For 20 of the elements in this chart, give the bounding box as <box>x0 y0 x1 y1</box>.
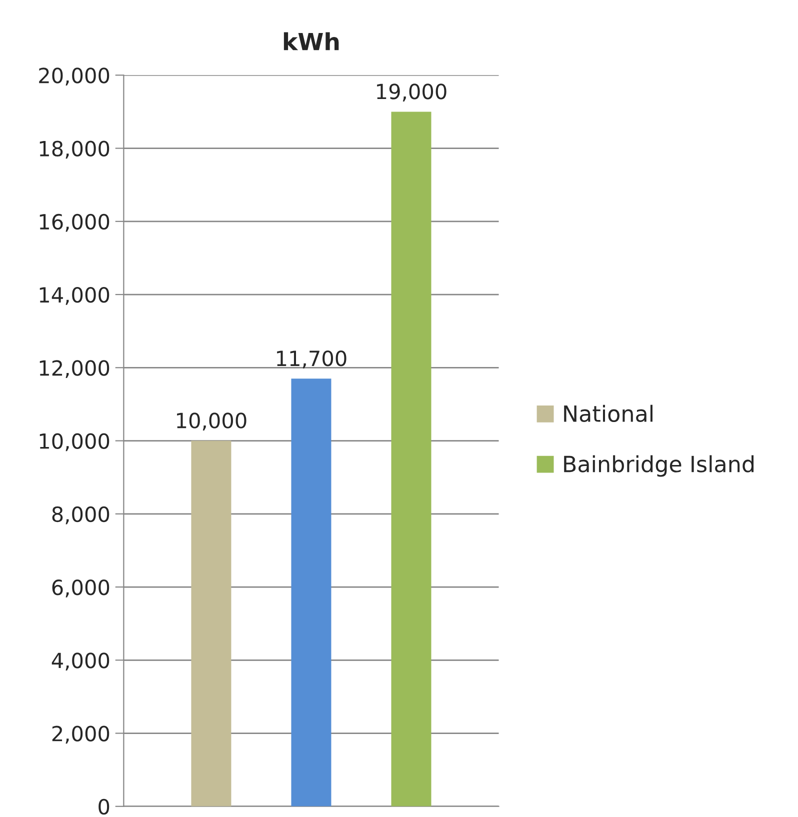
y-tick-label: 20,000 <box>39 68 110 86</box>
chart-title: kWh <box>284 32 339 50</box>
y-tick-label: 12,000 <box>40 360 110 378</box>
y-tick-label: 2,000 <box>52 726 110 744</box>
y-tick-label: 14,000 <box>40 286 110 305</box>
y-tick-label: 4,000 <box>52 652 110 670</box>
y-tick-label: 6,000 <box>52 579 110 598</box>
y-tick-label: 10,000 <box>40 433 110 452</box>
bar <box>391 112 432 806</box>
y-tick-label: 0 <box>98 798 110 815</box>
bar <box>291 378 332 806</box>
y-tick-label: 8,000 <box>52 506 110 524</box>
legend-label: Bainbridge Island <box>564 455 754 477</box>
data-label: 10,000 <box>177 412 246 431</box>
y-tick-label: 18,000 <box>40 140 110 159</box>
y-tick-label: 16,000 <box>40 214 110 232</box>
data-label: 11,700 <box>277 350 346 368</box>
bar <box>191 440 232 806</box>
data-label: 19,000 <box>377 84 446 102</box>
legend-label: National <box>564 404 652 422</box>
